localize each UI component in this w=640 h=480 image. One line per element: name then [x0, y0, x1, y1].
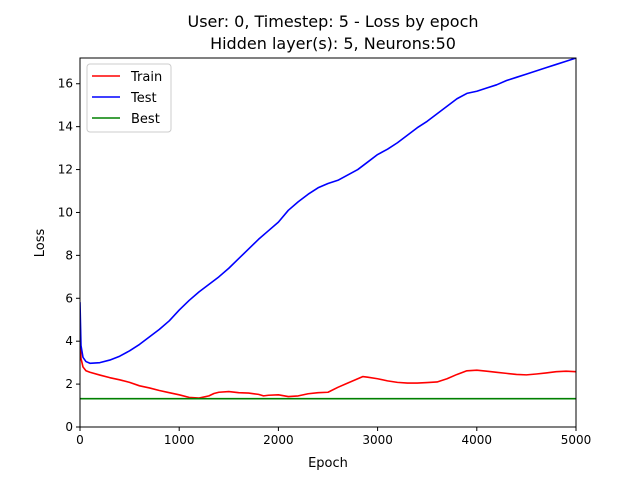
legend-label-test: Test — [130, 91, 157, 106]
x-tick-label: 3000 — [362, 433, 393, 447]
y-tick-label: 6 — [65, 291, 73, 305]
chart-title-line1: User: 0, Timestep: 5 - Loss by epoch — [188, 12, 479, 31]
y-tick-label: 16 — [58, 77, 73, 91]
y-tick-label: 8 — [65, 248, 73, 262]
y-tick-label: 2 — [65, 377, 73, 391]
x-tick-label: 0 — [76, 433, 84, 447]
x-tick-label: 2000 — [263, 433, 294, 447]
y-axis-label: Loss — [33, 229, 48, 258]
x-tick-label: 4000 — [462, 433, 493, 447]
x-tick-label: 5000 — [561, 433, 592, 447]
plot-frame — [79, 57, 577, 428]
y-tick-label: 12 — [58, 163, 73, 177]
series-line-test — [80, 58, 576, 365]
y-tick-label: 4 — [65, 334, 73, 348]
x-axis-ticks: 0 1000 2000 3000 4000 5000 — [76, 427, 591, 447]
series-layer — [80, 58, 576, 400]
legend-box — [86, 63, 172, 133]
series-line-train — [80, 318, 576, 399]
x-tick-label: 1000 — [164, 433, 195, 447]
legend-label-train: Train — [130, 70, 162, 85]
legend: Train Test Best — [86, 63, 172, 133]
chart-title-line2: Hidden layer(s): 5, Neurons:50 — [210, 34, 456, 53]
y-axis-ticks: 0 2 4 6 8 10 12 14 16 — [58, 77, 80, 434]
y-tick-label: 10 — [58, 205, 73, 219]
y-tick-label: 0 — [65, 420, 73, 434]
x-axis-label: Epoch — [308, 456, 348, 471]
legend-label-best: Best — [131, 112, 160, 127]
y-tick-label: 14 — [58, 120, 73, 134]
